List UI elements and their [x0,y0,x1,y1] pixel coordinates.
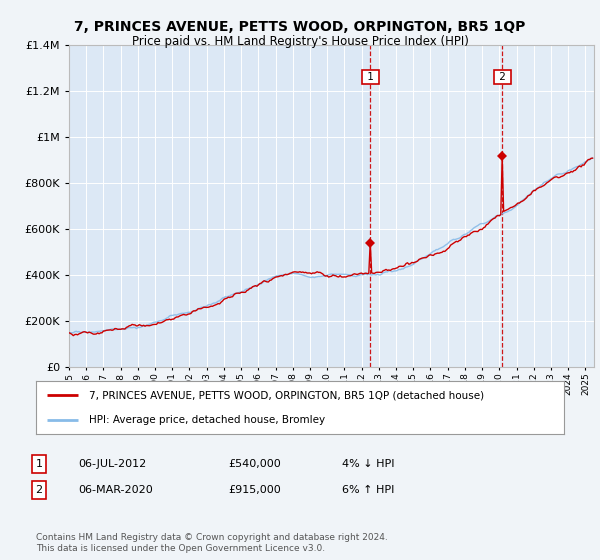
Text: 4% ↓ HPI: 4% ↓ HPI [342,459,395,469]
Text: 06-JUL-2012: 06-JUL-2012 [78,459,146,469]
Text: Contains HM Land Registry data © Crown copyright and database right 2024.
This d: Contains HM Land Registry data © Crown c… [36,533,388,553]
Text: HPI: Average price, detached house, Bromley: HPI: Average price, detached house, Brom… [89,414,325,424]
Text: 2: 2 [35,485,43,495]
Text: 1: 1 [35,459,43,469]
Text: 1: 1 [364,72,377,82]
Text: 7, PRINCES AVENUE, PETTS WOOD, ORPINGTON, BR5 1QP (detached house): 7, PRINCES AVENUE, PETTS WOOD, ORPINGTON… [89,390,484,400]
Text: 06-MAR-2020: 06-MAR-2020 [78,485,153,495]
Text: £915,000: £915,000 [228,485,281,495]
Text: £540,000: £540,000 [228,459,281,469]
Text: Price paid vs. HM Land Registry's House Price Index (HPI): Price paid vs. HM Land Registry's House … [131,35,469,48]
Text: 2: 2 [496,72,509,82]
Bar [370,45,594,367]
Text: 6% ↑ HPI: 6% ↑ HPI [342,485,394,495]
Text: 7, PRINCES AVENUE, PETTS WOOD, ORPINGTON, BR5 1QP: 7, PRINCES AVENUE, PETTS WOOD, ORPINGTON… [74,20,526,34]
